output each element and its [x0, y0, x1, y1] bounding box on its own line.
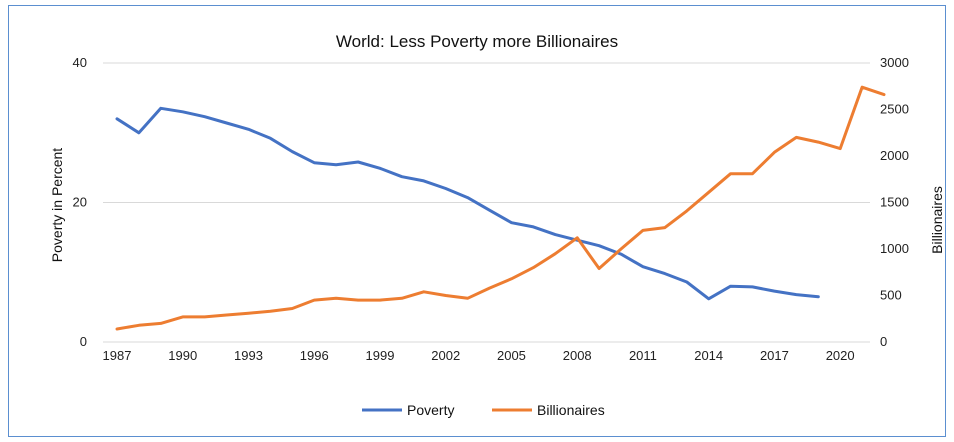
legend-label: Poverty — [407, 402, 454, 418]
y-tick-label: 0 — [80, 334, 87, 349]
y-tick-label: 40 — [73, 55, 87, 70]
y2-tick-label: 2000 — [880, 148, 909, 163]
x-tick-label: 2017 — [760, 348, 789, 363]
legend-label: Billionaires — [537, 402, 605, 418]
x-tick-label: 1996 — [300, 348, 329, 363]
y2-tick-label: 3000 — [880, 55, 909, 70]
y2-tick-label: 1000 — [880, 241, 909, 256]
gridlines — [103, 62, 870, 343]
x-tick-label: 1999 — [366, 348, 395, 363]
axes: 0 20 40 0 500 1000 1500 2000 2500 3000 1987 1990 199… — [73, 55, 909, 363]
y2-tick-label: 500 — [880, 288, 902, 303]
x-tick-label: 2002 — [431, 348, 460, 363]
y2-tick-label: 1500 — [880, 195, 909, 210]
x-tick-label: 2020 — [826, 348, 855, 363]
chart-title: World: Less Poverty more Billionaires — [336, 32, 618, 51]
y2-tick-label: 2500 — [880, 102, 909, 117]
x-tick-label: 2014 — [694, 348, 723, 363]
series-lines — [115, 85, 886, 331]
y-tick-label: 20 — [73, 195, 87, 210]
x-tick-label: 2008 — [563, 348, 592, 363]
series-line-billionaires — [115, 85, 886, 331]
x-tick-label: 2005 — [497, 348, 526, 363]
x-tick-label: 1993 — [234, 348, 263, 363]
chart-frame — [8, 5, 946, 437]
y-axis-title: Poverty in Percent — [49, 148, 65, 262]
legend: Poverty Billionaires — [362, 402, 605, 418]
x-tick-label: 1990 — [168, 348, 197, 363]
y2-axis-title: Billionaires — [929, 186, 945, 254]
y2-tick-label: 0 — [880, 334, 887, 349]
x-tick-label: 2011 — [629, 348, 657, 363]
series-line-poverty — [115, 106, 820, 301]
x-tick-label: 1987 — [103, 348, 132, 363]
